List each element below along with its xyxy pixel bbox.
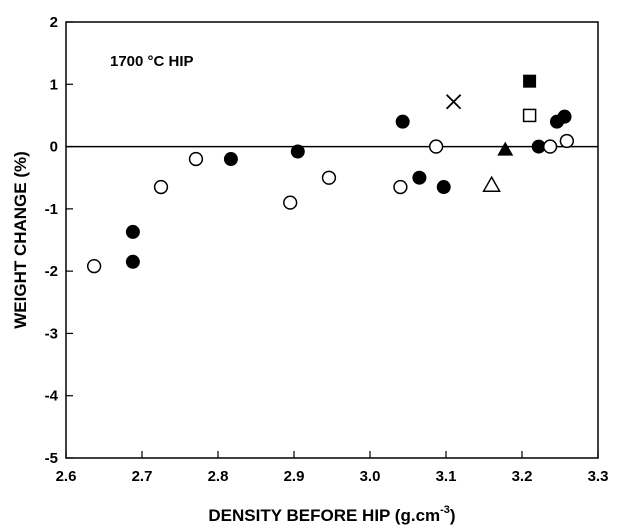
open-circle-point	[153, 179, 169, 195]
filled-circle-point	[223, 152, 238, 167]
filled-circle-point	[395, 114, 410, 129]
filled-triangle-point	[497, 141, 514, 156]
open-circle-point	[428, 139, 444, 154]
y-tick-label: 2	[50, 14, 58, 31]
x-tick-label: 3.2	[512, 468, 533, 485]
y-tick-label: -2	[45, 263, 58, 280]
x-tick-label: 2.7	[132, 468, 153, 485]
filled-square-point	[523, 74, 537, 88]
x-axis-ticks: 2.6 2.7 2.8 2.9 3.0 3.1 3.2 3.3	[56, 451, 609, 485]
open-circle-point	[188, 151, 204, 167]
open-circle-point	[559, 133, 574, 149]
y-axis-ticks: -5 -4 -3 -2 -1 0 1 2	[45, 14, 73, 467]
filled-circle-point	[557, 109, 572, 124]
y-axis-title: WEIGHT CHANGE (%)	[11, 151, 30, 329]
x-axis-title-end: )	[450, 506, 456, 525]
x-tick-label: 2.6	[56, 468, 77, 485]
plot-frame	[65, 21, 599, 459]
filled-circle-point	[125, 254, 140, 269]
open-circle-point	[393, 179, 408, 195]
y-tick-label: 0	[50, 139, 58, 156]
x-tick-label: 2.9	[284, 468, 305, 485]
y-tick-label: -3	[45, 325, 58, 342]
x-axis-title: DENSITY BEFORE HIP (g.cm-3)	[208, 504, 455, 525]
x-tick-label: 3.1	[436, 468, 457, 485]
y-tick-label: -1	[45, 201, 58, 218]
chart-annotation: 1700 °C HIP	[110, 53, 194, 70]
open-circle-point	[283, 195, 298, 210]
filled-circle-point	[125, 224, 140, 239]
open-triangle-point	[482, 175, 501, 192]
filled-circle-point	[412, 170, 427, 185]
data-points	[86, 74, 574, 274]
y-tick-label: 1	[50, 76, 58, 93]
open-circle-point	[542, 139, 558, 154]
x-tick-label: 3.0	[360, 468, 381, 485]
x-axis-title-superscript: -3	[440, 504, 450, 516]
filled-circle-point	[436, 180, 451, 195]
filled-circle-point	[531, 139, 546, 154]
filled-circle-point	[290, 144, 305, 159]
x-tick-label: 3.3	[588, 468, 609, 485]
x-tick-label: 2.8	[208, 468, 229, 485]
y-tick-label: -5	[45, 450, 58, 467]
open-circle-point	[86, 259, 102, 274]
x-axis-title-main: DENSITY BEFORE HIP (g.cm	[208, 506, 440, 525]
open-circle-point	[321, 170, 337, 185]
cross-point	[445, 94, 462, 110]
open-square-point	[522, 108, 537, 123]
y-tick-label: -4	[45, 388, 59, 405]
